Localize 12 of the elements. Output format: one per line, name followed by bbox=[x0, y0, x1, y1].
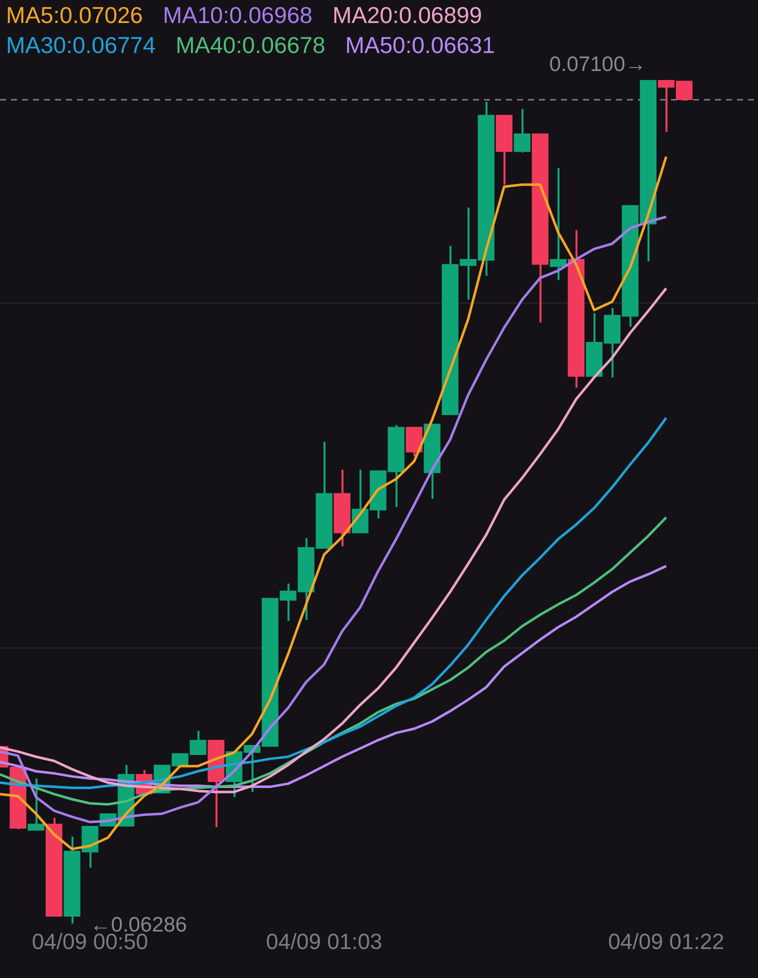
candlestick bbox=[550, 167, 566, 282]
text: MA5:0.07026 bbox=[6, 1, 143, 30]
candlestick bbox=[514, 108, 530, 154]
candlestick bbox=[28, 778, 44, 832]
text: MA20:0.06899 bbox=[332, 1, 482, 30]
text: 0.07100→ bbox=[549, 52, 646, 76]
text: MA50:0.06631 bbox=[345, 31, 495, 60]
x-tick-label: 04/09 01:03 bbox=[266, 928, 382, 954]
x-tick-label: 04/09 01:22 bbox=[608, 928, 724, 954]
text: MA40:0.06678 bbox=[176, 31, 326, 60]
text: MA30:0.06774 bbox=[6, 31, 156, 60]
text: MA10:0.06968 bbox=[162, 1, 312, 30]
